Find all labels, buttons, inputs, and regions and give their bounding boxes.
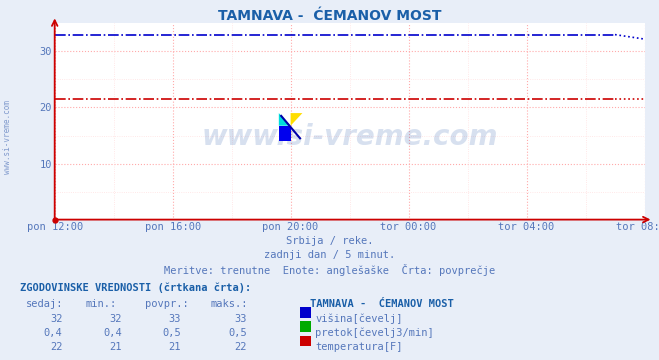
Text: TAMNAVA -  ĆEMANOV MOST: TAMNAVA - ĆEMANOV MOST: [217, 9, 442, 23]
Text: www.si-vreme.com: www.si-vreme.com: [202, 123, 498, 151]
Text: zadnji dan / 5 minut.: zadnji dan / 5 minut.: [264, 250, 395, 260]
Text: 0,4: 0,4: [44, 328, 63, 338]
Text: www.si-vreme.com: www.si-vreme.com: [3, 100, 12, 174]
Text: maks.:: maks.:: [211, 299, 248, 309]
Text: 22: 22: [50, 342, 63, 352]
Text: 21: 21: [109, 342, 122, 352]
Text: povpr.:: povpr.:: [145, 299, 188, 309]
Text: 32: 32: [109, 314, 122, 324]
Text: Srbija / reke.: Srbija / reke.: [286, 236, 373, 246]
Text: 33: 33: [169, 314, 181, 324]
Text: 0,5: 0,5: [163, 328, 181, 338]
Text: 0,5: 0,5: [229, 328, 247, 338]
Text: 21: 21: [169, 342, 181, 352]
Text: 22: 22: [235, 342, 247, 352]
Text: TAMNAVA -  ĆEMANOV MOST: TAMNAVA - ĆEMANOV MOST: [310, 299, 453, 309]
Polygon shape: [279, 113, 291, 126]
Text: ZGODOVINSKE VREDNOSTI (črtkana črta):: ZGODOVINSKE VREDNOSTI (črtkana črta):: [20, 283, 251, 293]
Text: višina[čevelj]: višina[čevelj]: [315, 314, 403, 324]
Polygon shape: [291, 113, 302, 126]
Text: 32: 32: [50, 314, 63, 324]
Text: temperatura[F]: temperatura[F]: [315, 342, 403, 352]
Text: Meritve: trenutne  Enote: anglešaške  Črta: povprečje: Meritve: trenutne Enote: anglešaške Črta…: [164, 264, 495, 275]
Text: pretok[čevelj3/min]: pretok[čevelj3/min]: [315, 328, 434, 338]
Bar: [279, 126, 291, 141]
Text: min.:: min.:: [86, 299, 117, 309]
Text: 0,4: 0,4: [103, 328, 122, 338]
Text: 33: 33: [235, 314, 247, 324]
Text: sedaj:: sedaj:: [26, 299, 64, 309]
